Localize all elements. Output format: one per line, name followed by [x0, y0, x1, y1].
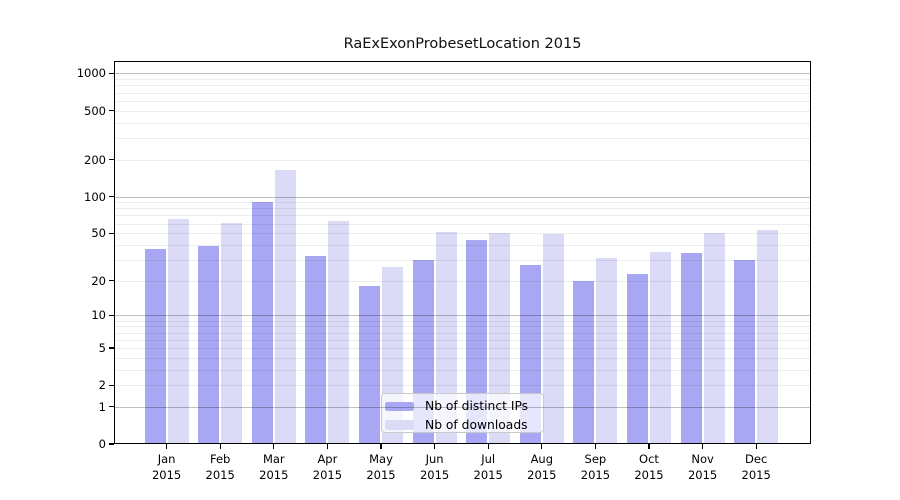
- bar-nb-of-downloads-jun: [435, 232, 457, 444]
- legend-swatch-downloads: [385, 420, 414, 430]
- bar-nb-of-downloads-jul: [489, 233, 511, 444]
- bar-nb-of-distinct-ips-nov: [680, 253, 702, 444]
- bar-nb-of-downloads-dec: [757, 230, 779, 444]
- bar-nb-of-downloads-mar: [274, 169, 296, 444]
- chart-title: RaExExonProbesetLocation 2015: [343, 36, 582, 52]
- bar-nb-of-distinct-ips-dec: [734, 259, 756, 444]
- bar-nb-of-downloads-aug: [542, 234, 564, 444]
- bar-nb-of-downloads-nov: [703, 233, 725, 444]
- bar-nb-of-distinct-ips-oct: [627, 273, 648, 444]
- legend-label-distinct-ips: Nb of distinct IPs: [425, 399, 529, 414]
- bar-nb-of-distinct-ips-sep: [573, 280, 595, 444]
- bar-nb-of-distinct-ips-feb: [198, 246, 220, 444]
- bar-nb-of-distinct-ips-jul: [466, 239, 488, 444]
- legend: Nb of distinct IPs Nb of downloads: [381, 393, 544, 433]
- bar-nb-of-distinct-ips-jan: [144, 248, 166, 444]
- legend-label-downloads: Nb of downloads: [425, 417, 528, 432]
- legend-item-downloads: Nb of downloads: [382, 416, 543, 435]
- legend-swatch-distinct-ips: [385, 401, 414, 412]
- bar-nb-of-distinct-ips-mar: [251, 202, 273, 444]
- bar-nb-of-downloads-sep: [596, 258, 618, 444]
- bar-nb-of-downloads-jan: [167, 219, 189, 444]
- bar-nb-of-downloads-apr: [328, 220, 350, 444]
- legend-item-distinct-ips: Nb of distinct IPs: [382, 397, 543, 416]
- bar-nb-of-distinct-ips-apr: [305, 256, 327, 444]
- bar-nb-of-downloads-oct: [650, 251, 671, 444]
- bar-nb-of-downloads-feb: [221, 222, 243, 444]
- bar-nb-of-distinct-ips-may: [359, 286, 380, 444]
